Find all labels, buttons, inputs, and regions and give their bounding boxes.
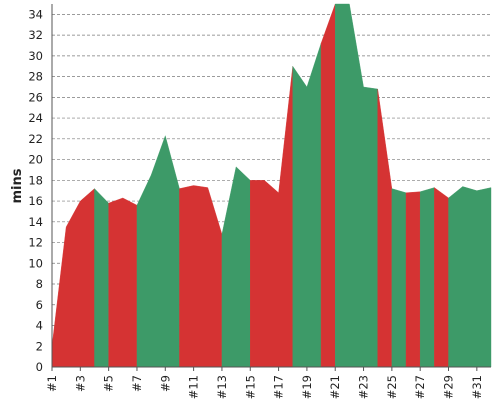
x-tick-label: #17 xyxy=(272,375,286,399)
y-tick-label: 16 xyxy=(28,194,43,208)
y-tick-label: 18 xyxy=(28,173,43,187)
y-tick-label: 2 xyxy=(36,339,43,353)
x-tick-label: #7 xyxy=(130,375,144,392)
x-tick-label: #21 xyxy=(328,375,342,399)
y-tick-label: 10 xyxy=(28,256,43,270)
y-tick-label: 8 xyxy=(36,277,43,291)
y-tick-label: 34 xyxy=(28,7,43,21)
x-tick-label: #13 xyxy=(215,375,229,399)
y-tick-label: 24 xyxy=(28,111,43,125)
area-segment-14 xyxy=(419,187,435,368)
area-segment-8 xyxy=(292,43,322,368)
area-segment-11 xyxy=(377,89,393,368)
area-segment-10 xyxy=(335,3,378,368)
x-tick-label: #27 xyxy=(413,375,427,399)
area-segment-12 xyxy=(391,188,407,368)
x-tick-label: #25 xyxy=(385,375,399,399)
x-tick-label: #23 xyxy=(357,375,371,399)
area-segment-2 xyxy=(94,188,109,368)
y-tick-label: 28 xyxy=(28,70,43,84)
y-tick-label: 20 xyxy=(28,153,43,167)
area-segment-16 xyxy=(448,186,492,368)
y-tick-label: 12 xyxy=(28,236,43,250)
area-series xyxy=(51,3,492,368)
y-tick-label: 30 xyxy=(28,49,43,63)
area-segment-4 xyxy=(136,135,180,368)
x-tick-label: #19 xyxy=(300,375,314,399)
y-tick-label: 6 xyxy=(36,298,43,312)
area-segment-9 xyxy=(320,3,336,368)
area-segment-15 xyxy=(434,187,449,368)
y-tick-label: 26 xyxy=(28,90,43,104)
y-tick-label: 4 xyxy=(36,319,43,333)
area-segment-13 xyxy=(405,191,421,368)
x-tick-label: #31 xyxy=(470,375,484,399)
x-axis-ticks: #1 #3 #5 #7 #9 #11 #13 #15 #17 #19 #21 #23 #25 #27 #29… xyxy=(45,367,484,399)
area-segment-5 xyxy=(179,185,223,368)
x-tick-label: #15 xyxy=(243,375,257,399)
y-tick-label: 22 xyxy=(28,132,43,146)
x-tick-label: #11 xyxy=(187,375,201,399)
axes xyxy=(51,4,491,368)
y-tick-label: 32 xyxy=(28,28,43,42)
y-tick-label: 0 xyxy=(36,360,43,374)
x-tick-label: #29 xyxy=(442,375,456,399)
area-segment-7 xyxy=(250,66,293,368)
y-axis-title: mins xyxy=(10,168,25,203)
x-tick-label: #3 xyxy=(73,375,87,392)
area-segment-6 xyxy=(221,166,251,368)
x-tick-label: #1 xyxy=(45,375,59,392)
area-segment-3 xyxy=(108,197,138,368)
x-tick-label: #5 xyxy=(102,375,116,392)
y-tick-label: 14 xyxy=(28,215,43,229)
x-tick-label: #9 xyxy=(158,375,172,392)
area-segment-1 xyxy=(51,188,95,368)
